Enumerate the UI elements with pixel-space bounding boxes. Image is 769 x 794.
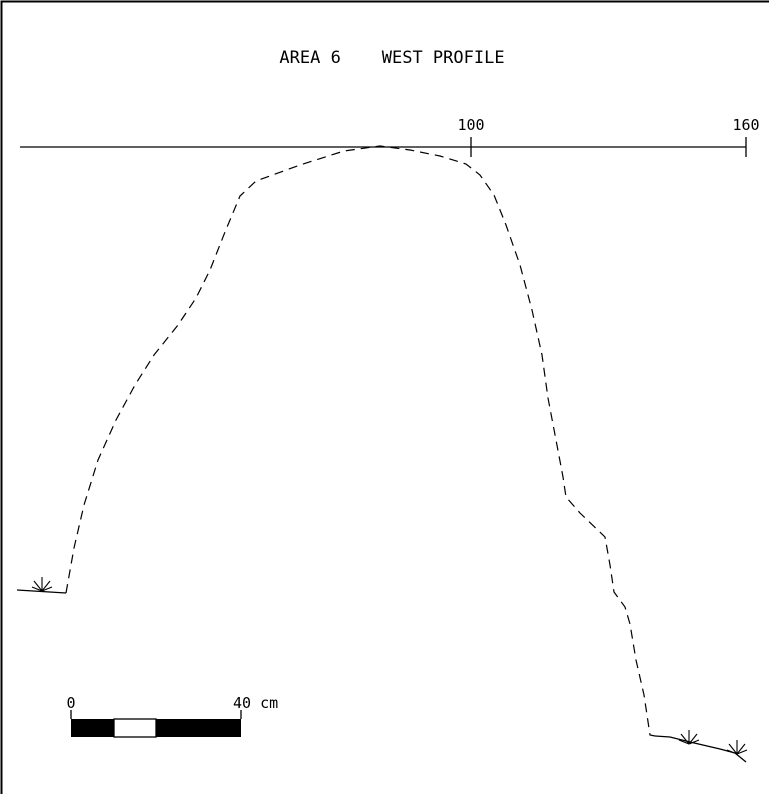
ground-line-left [16, 589, 67, 594]
grass-tuft-icon [31, 577, 53, 592]
scale-bar-segment-1 [71, 719, 114, 737]
ground-line-right [654, 735, 747, 763]
scale-bar-segment-3 [156, 719, 241, 737]
profile-outline [65, 145, 656, 737]
drawing-title: AREA 6 WEST PROFILE [279, 48, 504, 68]
datum-label-160: 160 [732, 116, 759, 134]
scale-bar-segment-2 [113, 718, 157, 738]
scale-bar: 0 40 cm [66, 694, 278, 738]
scale-bar-start-label: 0 [66, 694, 75, 712]
grass-tuft-icon [726, 740, 748, 755]
scale-bar-end-label: 40 cm [233, 694, 278, 712]
datum-label-100: 100 [457, 116, 484, 134]
grass-tuft-icon [678, 730, 700, 745]
